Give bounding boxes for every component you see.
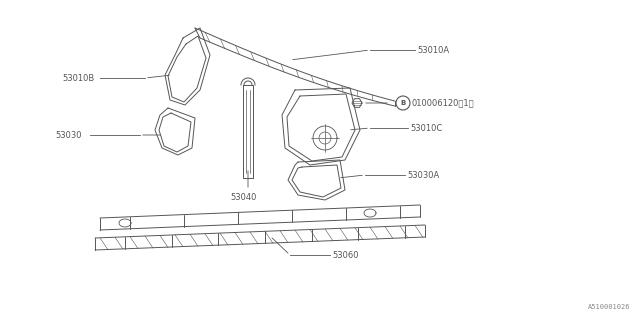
Text: 010006120（1）: 010006120（1） bbox=[412, 99, 475, 108]
Text: A510001026: A510001026 bbox=[588, 304, 630, 310]
Text: 53010A: 53010A bbox=[417, 45, 449, 54]
Text: 53010C: 53010C bbox=[410, 124, 442, 132]
Text: 53060: 53060 bbox=[332, 251, 358, 260]
Text: 53030A: 53030A bbox=[407, 171, 439, 180]
Text: 53030: 53030 bbox=[55, 131, 81, 140]
Text: 53040: 53040 bbox=[230, 193, 257, 202]
Text: B: B bbox=[401, 100, 406, 106]
Text: 53010B: 53010B bbox=[62, 74, 94, 83]
